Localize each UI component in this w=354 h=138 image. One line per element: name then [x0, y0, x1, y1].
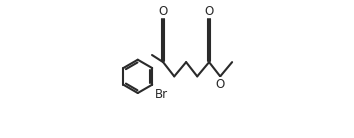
Text: Br: Br	[155, 87, 168, 100]
Text: O: O	[159, 5, 168, 18]
Text: O: O	[216, 78, 225, 91]
Text: O: O	[205, 5, 214, 18]
